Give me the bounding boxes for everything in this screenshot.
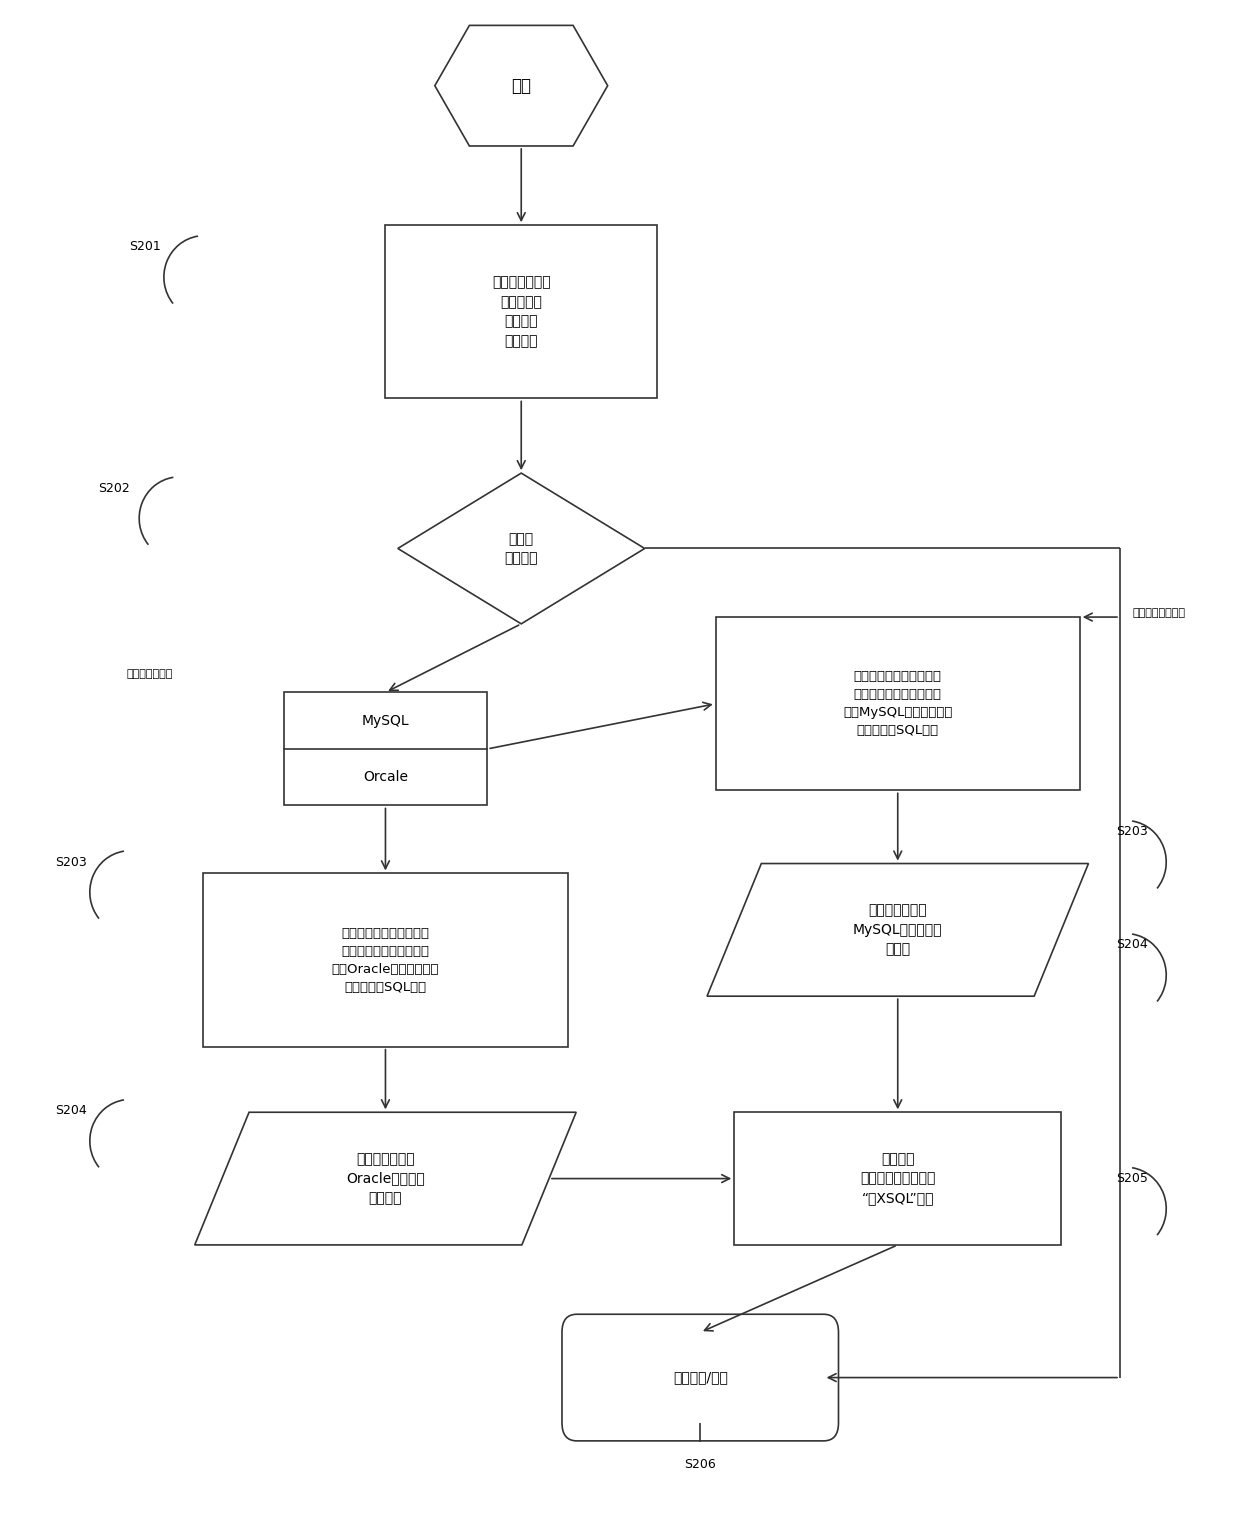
Text: S204: S204 — [1116, 938, 1148, 952]
Text: MySQL: MySQL — [362, 714, 409, 728]
Text: 查询数据库得到
Oracle数据库处
理结果集: 查询数据库得到 Oracle数据库处 理结果集 — [346, 1151, 425, 1204]
Text: S202: S202 — [98, 481, 130, 495]
Text: S206: S206 — [684, 1459, 717, 1472]
Text: 数据源
类型筛选: 数据源 类型筛选 — [505, 531, 538, 566]
Text: 开始: 开始 — [511, 77, 531, 95]
Text: 返回结果/异常: 返回结果/异常 — [673, 1371, 728, 1384]
Text: S203: S203 — [55, 855, 87, 868]
Text: 数据源类型不存在: 数据源类型不存在 — [1132, 608, 1185, 619]
Text: Orcale: Orcale — [363, 770, 408, 784]
Text: 接收数据源信息
数据表模型
条件实体
操作指令: 接收数据源信息 数据表模型 条件实体 操作指令 — [492, 275, 551, 348]
Text: 通过把数据表模型、条件
实体、操作指令等信息提
供给Oracle操作指令结构
化引擎生成SQL语句: 通过把数据表模型、条件 实体、操作指令等信息提 供给Oracle操作指令结构 化… — [332, 926, 439, 994]
Text: S203: S203 — [1116, 826, 1148, 838]
Text: 查询数据库得到
MySQL数据库处理
结果集: 查询数据库得到 MySQL数据库处理 结果集 — [853, 903, 942, 956]
Text: 通过把数据表模型、条件
实体、操作指令等信息提
供给MySQL操作指令结构
化引擎生成SQL语句: 通过把数据表模型、条件 实体、操作指令等信息提 供给MySQL操作指令结构 化引… — [843, 670, 952, 737]
Text: 数据转换
把传入的集合转化为
“伪XSQL”语言: 数据转换 把传入的集合转化为 “伪XSQL”语言 — [861, 1151, 935, 1204]
Text: S205: S205 — [1116, 1173, 1148, 1185]
Text: S201: S201 — [129, 241, 161, 254]
Text: S204: S204 — [55, 1104, 87, 1117]
Text: 数据源类型存在: 数据源类型存在 — [126, 669, 172, 679]
